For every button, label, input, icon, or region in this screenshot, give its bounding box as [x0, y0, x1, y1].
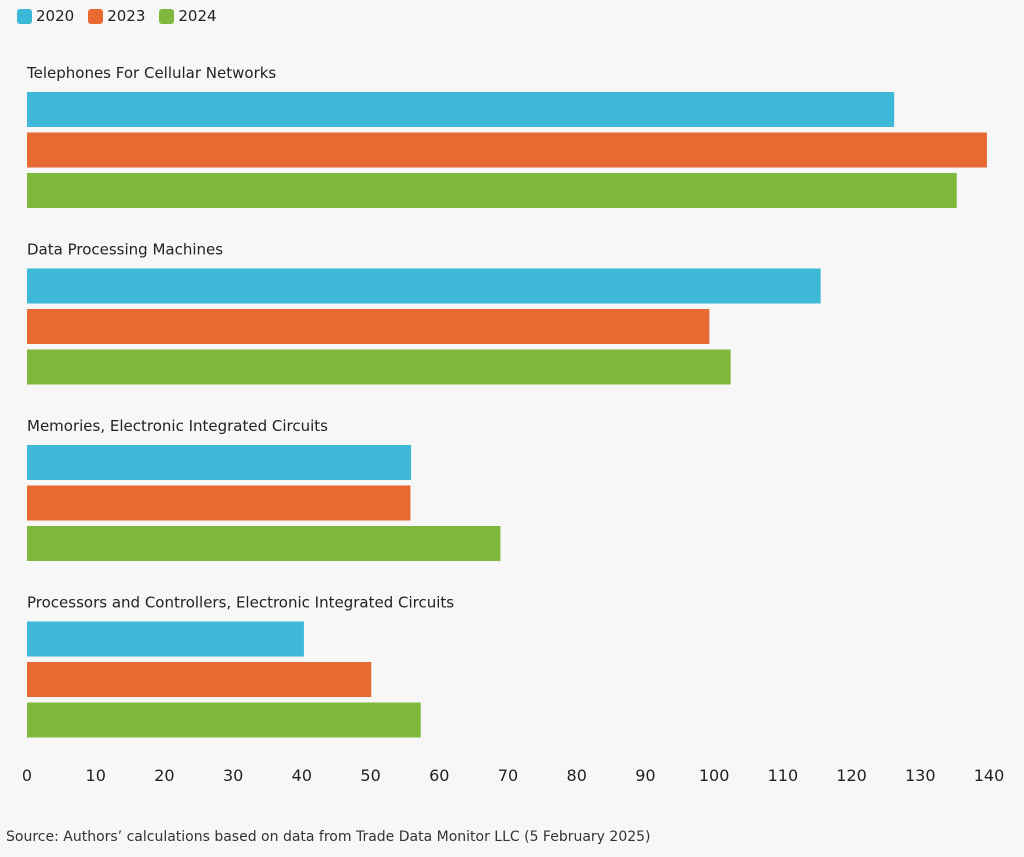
bar-processors-and-controllers-electronic-integrated-circuits-2024[interactable]	[27, 702, 421, 738]
source-note: Source: Authors’ calculations based on d…	[6, 829, 651, 845]
x-tick-label-10: 10	[86, 766, 106, 785]
legend-label-2024: 2024	[178, 7, 217, 25]
x-tick-label-50: 50	[360, 766, 380, 785]
category-label-processors-and-controllers-electronic-integrated-circuits: Processors and Controllers, Electronic I…	[27, 594, 454, 612]
x-tick-label-0: 0	[22, 766, 32, 785]
x-tick-label-120: 120	[836, 766, 867, 785]
bar-telephones-for-cellular-networks-2023[interactable]	[27, 132, 987, 168]
bar-processors-and-controllers-electronic-integrated-circuits-2023[interactable]	[27, 662, 372, 697]
legend-item-2020[interactable]: 2020	[17, 7, 74, 25]
x-tick-label-70: 70	[498, 766, 518, 785]
legend-swatch-2020	[17, 8, 32, 24]
x-tick-label-60: 60	[429, 766, 449, 785]
category-label-memories-electronic-integrated-circuits: Memories, Electronic Integrated Circuits	[27, 417, 328, 435]
bar-data-processing-machines-2023[interactable]	[27, 309, 710, 344]
legend: 2020 2023 2024	[17, 7, 217, 25]
legend-label-2020: 2020	[36, 7, 75, 25]
x-tick-label-100: 100	[699, 766, 730, 785]
legend-item-2024[interactable]: 2024	[159, 7, 217, 25]
x-tick-label-130: 130	[905, 766, 936, 785]
legend-item-2023[interactable]: 2023	[88, 7, 145, 25]
x-tick-label-40: 40	[292, 766, 312, 785]
bar-telephones-for-cellular-networks-2024[interactable]	[27, 173, 957, 208]
x-tick-label-30: 30	[223, 766, 243, 785]
x-tick-label-90: 90	[635, 766, 655, 785]
legend-swatch-2023	[88, 8, 104, 24]
bar-data-processing-machines-2024[interactable]	[27, 349, 731, 385]
bar-chart: Telephones For Cellular Networks Data Pro…	[22, 64, 1005, 785]
bar-processors-and-controllers-electronic-integrated-circuits-2020[interactable]	[27, 621, 304, 657]
bar-data-processing-machines-2020[interactable]	[27, 268, 821, 304]
category-label-telephones-for-cellular-networks: Telephones For Cellular Networks	[26, 64, 276, 82]
x-tick-label-110: 110	[768, 766, 799, 785]
x-tick-label-140: 140	[974, 766, 1005, 785]
bar-memories-electronic-integrated-circuits-2020[interactable]	[27, 445, 412, 480]
bar-memories-electronic-integrated-circuits-2023[interactable]	[27, 485, 411, 521]
bar-telephones-for-cellular-networks-2020[interactable]	[27, 92, 895, 127]
x-tick-label-80: 80	[567, 766, 587, 785]
legend-swatch-2024	[159, 8, 175, 24]
x-tick-label-20: 20	[154, 766, 174, 785]
legend-label-2023: 2023	[107, 7, 146, 25]
category-label-data-processing-machines: Data Processing Machines	[27, 241, 223, 259]
bar-memories-electronic-integrated-circuits-2024[interactable]	[27, 526, 501, 561]
